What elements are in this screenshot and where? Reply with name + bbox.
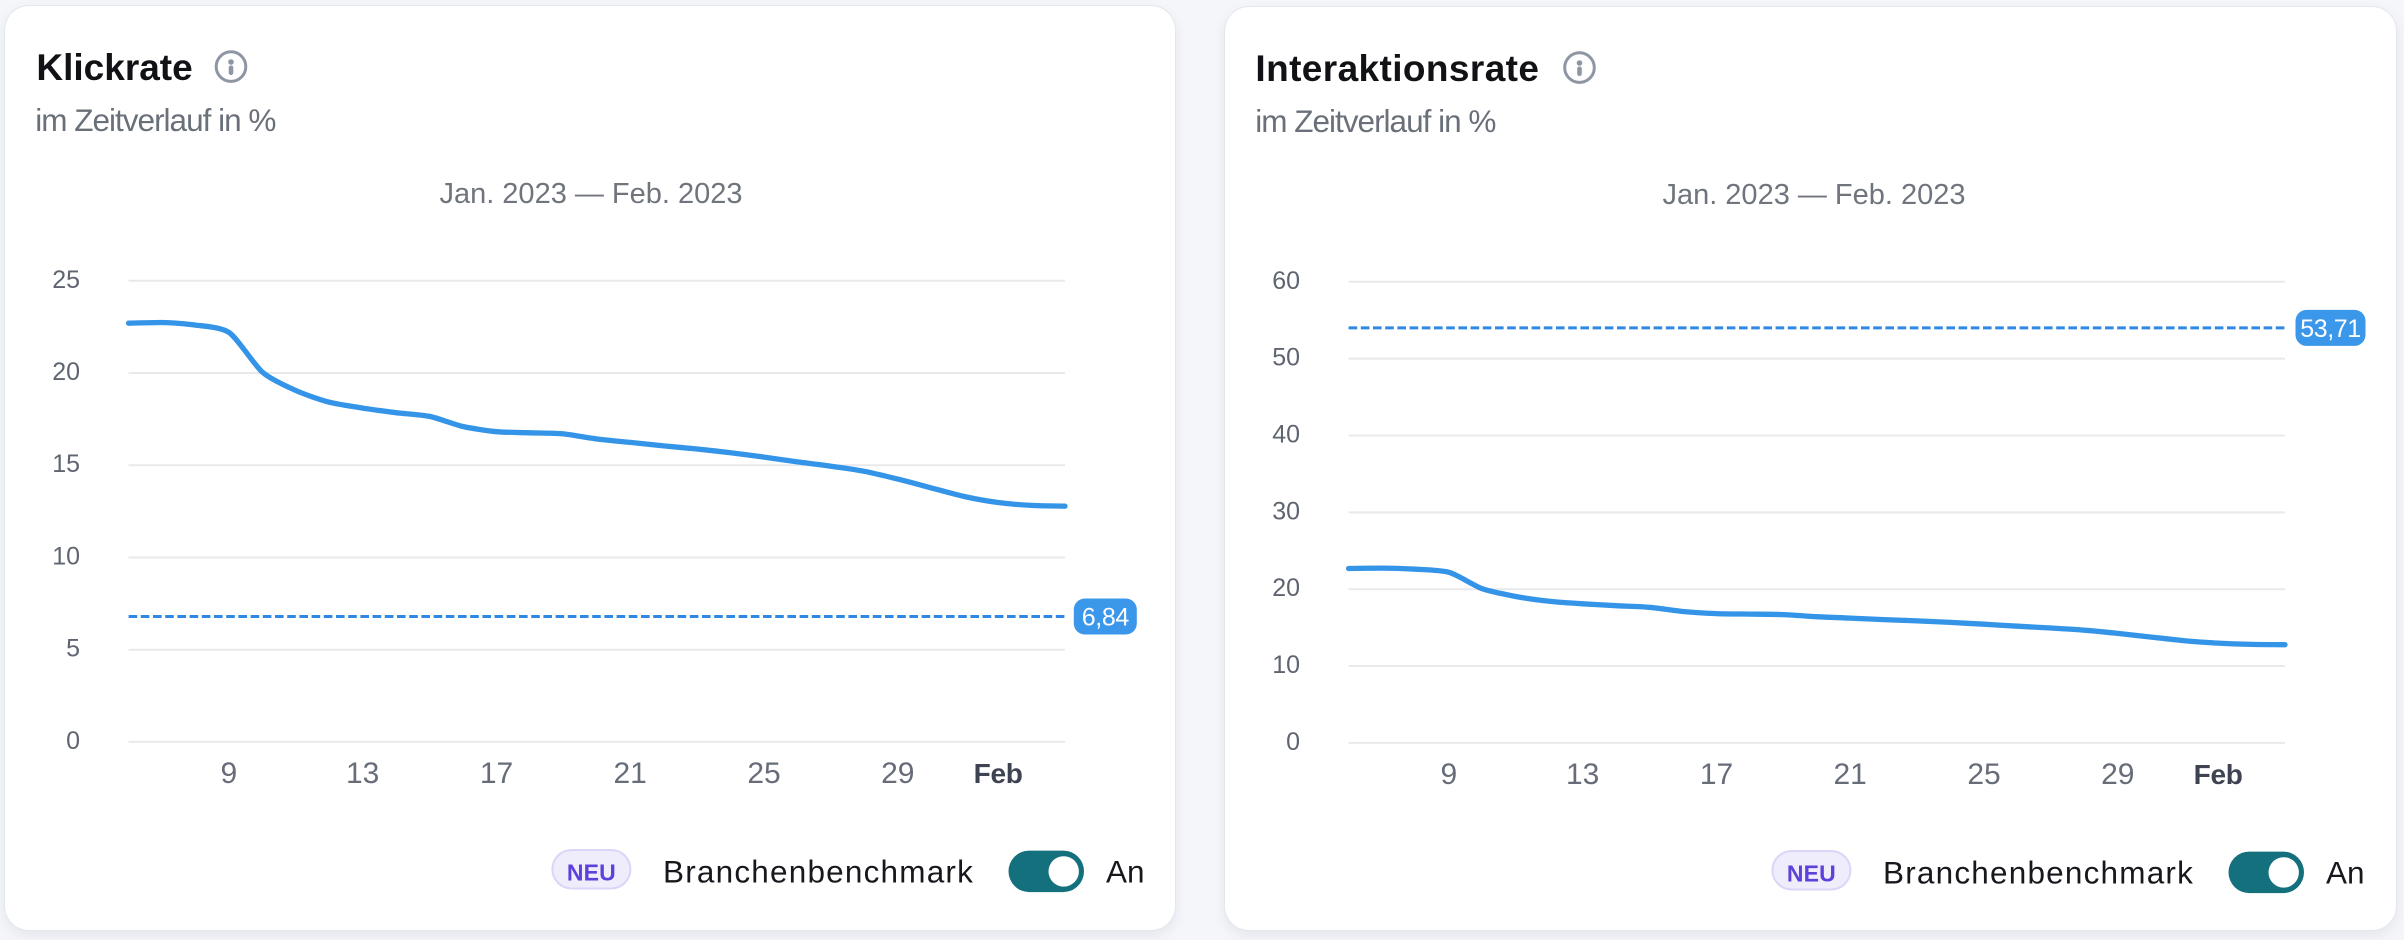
svg-text:13: 13	[1566, 758, 1599, 791]
svg-text:0: 0	[66, 727, 80, 755]
svg-text:50: 50	[1272, 344, 1300, 372]
svg-text:im Zeitverlauf in %: im Zeitverlauf in %	[1255, 103, 1495, 139]
svg-text:im Zeitverlauf in %: im Zeitverlauf in %	[35, 102, 275, 138]
svg-text:17: 17	[480, 757, 513, 790]
svg-text:9: 9	[1441, 758, 1458, 791]
svg-text:Jan. 2023 — Feb. 2023: Jan. 2023 — Feb. 2023	[1662, 179, 1965, 211]
svg-text:0: 0	[1286, 728, 1300, 756]
svg-text:29: 29	[881, 757, 914, 790]
svg-text:20: 20	[1272, 574, 1300, 602]
svg-text:NEU: NEU	[567, 860, 616, 886]
svg-text:21: 21	[1834, 758, 1867, 791]
svg-text:10: 10	[52, 543, 80, 571]
svg-text:NEU: NEU	[1787, 861, 1836, 887]
svg-text:Interaktionsrate: Interaktionsrate	[1255, 48, 1539, 89]
svg-text:10: 10	[1272, 651, 1300, 679]
svg-text:Branchenbenchmark: Branchenbenchmark	[1883, 854, 2194, 890]
svg-text:An: An	[1106, 853, 1145, 889]
svg-text:30: 30	[1272, 497, 1300, 525]
svg-text:5: 5	[66, 635, 80, 663]
svg-text:Feb: Feb	[974, 758, 1023, 789]
svg-text:Branchenbenchmark: Branchenbenchmark	[663, 853, 974, 889]
svg-text:17: 17	[1700, 758, 1733, 791]
svg-text:Jan. 2023 — Feb. 2023: Jan. 2023 — Feb. 2023	[439, 178, 742, 210]
svg-text:Klickrate: Klickrate	[36, 47, 192, 88]
svg-text:60: 60	[1272, 267, 1300, 295]
svg-text:21: 21	[614, 757, 647, 790]
svg-text:An: An	[2326, 854, 2365, 890]
svg-text:25: 25	[747, 757, 780, 790]
svg-text:25: 25	[52, 266, 80, 294]
svg-text:25: 25	[1967, 758, 2000, 791]
svg-text:15: 15	[52, 450, 80, 478]
svg-text:Feb: Feb	[2194, 759, 2243, 790]
svg-text:29: 29	[2101, 758, 2134, 791]
svg-text:53,71: 53,71	[2300, 315, 2361, 343]
svg-text:6,84: 6,84	[1082, 604, 1130, 632]
svg-text:20: 20	[52, 358, 80, 386]
svg-text:13: 13	[346, 757, 379, 790]
svg-text:9: 9	[221, 757, 238, 790]
svg-text:40: 40	[1272, 421, 1300, 449]
